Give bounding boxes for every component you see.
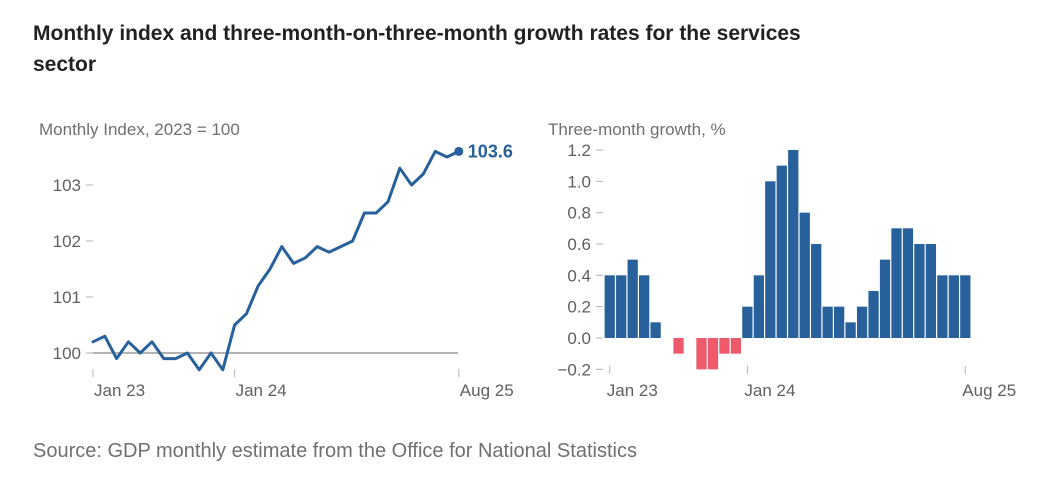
x-tick-label: Jan 23 bbox=[94, 381, 145, 400]
three-month-growth-chart: Three-month growth, % −0.2 0.0 0.2 0.4 0.6 0.… bbox=[548, 120, 1016, 400]
growth-bar bbox=[914, 243, 925, 338]
growth-bar bbox=[960, 275, 971, 338]
growth-bar bbox=[616, 275, 627, 338]
y-tick-label: 100 bbox=[53, 344, 81, 363]
growth-bar bbox=[719, 338, 730, 354]
growth-bar bbox=[788, 149, 799, 338]
growth-bar bbox=[696, 338, 707, 370]
growth-bar bbox=[799, 212, 810, 338]
growth-bar bbox=[834, 306, 845, 338]
growth-bar bbox=[902, 228, 914, 338]
growth-bar bbox=[639, 275, 650, 338]
index-series-line bbox=[91, 149, 461, 372]
growth-bar bbox=[765, 181, 776, 338]
source-note: Source: GDP monthly estimate from the Of… bbox=[33, 440, 637, 462]
y-tick-label: 1.0 bbox=[567, 172, 591, 191]
growth-bar bbox=[753, 275, 764, 338]
y-tick-label: 0.0 bbox=[567, 329, 591, 348]
growth-bar bbox=[742, 306, 753, 338]
y-tick-label: 0.2 bbox=[567, 298, 591, 317]
y-tick-label: 1.2 bbox=[567, 141, 591, 160]
end-value-label: 103.6 bbox=[468, 141, 513, 161]
chart-title: Monthly index and three-month-on-three-m… bbox=[33, 22, 801, 76]
growth-bar bbox=[730, 338, 742, 354]
left-y-axis-title: Monthly Index, 2023 = 100 bbox=[39, 120, 240, 139]
end-point-marker bbox=[454, 146, 464, 156]
x-tick-label: Jan 24 bbox=[236, 381, 287, 400]
y-tick-label: 0.8 bbox=[567, 204, 591, 223]
growth-bar bbox=[776, 165, 787, 338]
y-tick-label: −0.2 bbox=[557, 360, 591, 379]
x-tick-label: Jan 24 bbox=[744, 381, 795, 400]
growth-bar bbox=[879, 259, 891, 338]
x-tick-label: Aug 25 bbox=[460, 381, 514, 400]
growth-bar bbox=[937, 275, 948, 338]
growth-bar bbox=[650, 322, 661, 338]
growth-bar bbox=[891, 228, 902, 338]
y-tick-label: 0.6 bbox=[567, 235, 591, 254]
growth-bar bbox=[604, 275, 615, 338]
monthly-index-chart: Monthly Index, 2023 = 100 100 101 102 103 Ja… bbox=[39, 120, 514, 400]
y-tick-label: 0.4 bbox=[567, 266, 591, 285]
growth-bar bbox=[673, 338, 684, 354]
growth-bar bbox=[822, 306, 833, 338]
y-tick-label: 101 bbox=[53, 288, 81, 307]
x-tick-label: Aug 25 bbox=[962, 381, 1016, 400]
growth-bar bbox=[811, 243, 822, 338]
y-tick-label: 102 bbox=[53, 232, 81, 251]
right-y-axis-title: Three-month growth, % bbox=[548, 120, 726, 139]
x-tick-label: Jan 23 bbox=[607, 381, 658, 400]
y-tick-label: 103 bbox=[53, 176, 81, 195]
growth-bar bbox=[845, 322, 856, 338]
growth-bar bbox=[707, 338, 719, 370]
growth-bar bbox=[925, 243, 937, 338]
growth-bar bbox=[627, 259, 638, 338]
growth-bar bbox=[868, 290, 879, 338]
growth-bar bbox=[948, 275, 959, 338]
growth-bar bbox=[856, 306, 868, 338]
